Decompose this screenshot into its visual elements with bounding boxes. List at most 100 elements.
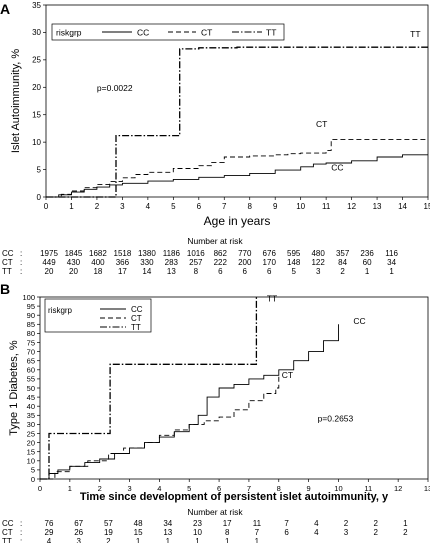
a-risk-value: 236 [360, 249, 374, 258]
a-risk-row-label: CC [2, 249, 14, 258]
b-risk-value: 76 [45, 519, 54, 528]
b-risk-value: 1 [136, 537, 141, 543]
b-risk-value: 1 [255, 537, 260, 543]
a-risk-value: 116 [385, 249, 398, 258]
a-risk-value: 595 [287, 249, 301, 258]
b-risk-value: 2 [373, 519, 378, 528]
a-x-tick-label: 12 [347, 202, 356, 211]
b-y-tick-label: 100 [22, 293, 35, 302]
b-annotation: CC [353, 316, 365, 326]
panel-b-legend-cc: CC [131, 305, 143, 314]
a-y-tick-label: 5 [37, 165, 42, 174]
a-risk-value: 1 [389, 267, 394, 276]
a-x-tick-label: 9 [273, 202, 278, 211]
a-x-tick-label: 10 [296, 202, 305, 211]
b-y-tick-label: 10 [27, 457, 35, 466]
panel-a-annotations: p=0.0022 TT CT CC [97, 29, 421, 173]
a-annotation: TT [410, 29, 420, 39]
a-risk-value: 357 [336, 249, 350, 258]
b-x-tick-label: 7 [247, 484, 251, 493]
a-risk-value: 770 [238, 249, 252, 258]
a-x-tick-label: 14 [398, 202, 407, 211]
b-risk-row-sep: : [20, 537, 22, 543]
a-x-tick-label: 1 [69, 202, 74, 211]
b-y-tick-label: 5 [31, 466, 35, 475]
b-risk-row-sep: : [20, 519, 22, 528]
panel-a-plot-frame [45, 4, 429, 198]
panel-a-legend-tt: TT [266, 28, 276, 38]
a-x-tick-label: 0 [44, 202, 49, 211]
a-series-cc [46, 154, 428, 198]
b-risk-value: 4 [47, 537, 52, 543]
b-risk-value: 1 [225, 537, 230, 543]
a-risk-value: 3 [316, 267, 321, 276]
b-y-tick-label: 50 [27, 384, 35, 393]
a-x-tick-label: 13 [373, 202, 382, 211]
panel-a-x-label: Age in years [204, 214, 271, 228]
b-risk-value: 4 [314, 519, 319, 528]
b-x-tick-label: 12 [394, 484, 402, 493]
b-risk-value: 4 [314, 528, 319, 537]
a-risk-row-sep: : [20, 258, 22, 267]
b-risk-value: 2 [344, 519, 349, 528]
b-annotation: CT [282, 370, 293, 380]
a-risk-value: 1518 [114, 249, 132, 258]
a-risk-value: 222 [214, 258, 228, 267]
b-y-tick-label: 15 [27, 448, 35, 457]
panel-b-y-label: Type 1 Diabetes, % [8, 340, 20, 436]
panel-a-legend-title: riskgrp [56, 28, 82, 38]
panel-a-y-axis: 0 5 10 15 20 25 30 35 [32, 1, 46, 202]
b-y-tick-label: 80 [27, 329, 35, 338]
panel-a-risk-rows: CC:1975 1845 1682 1518 1380 1186 1016 862 770 676… [2, 249, 399, 276]
b-x-tick-label: 2 [98, 484, 102, 493]
a-x-tick-label: 5 [171, 202, 176, 211]
a-y-tick-label: 10 [32, 138, 41, 147]
panel-a-legend-cc: CC [137, 28, 149, 38]
b-x-tick-label: 13 [424, 484, 430, 493]
a-risk-value: 2 [340, 267, 345, 276]
a-risk-value: 17 [118, 267, 127, 276]
b-y-tick-label: 35 [27, 411, 35, 420]
a-risk-value: 148 [287, 258, 301, 267]
panel-a-risk-table: Number at risk CC:1975 1845 1682 1518 1380 11… [2, 236, 399, 276]
a-annotation: CT [316, 119, 327, 129]
b-series-ct [40, 375, 280, 480]
a-risk-value: 480 [311, 249, 325, 258]
b-x-tick-label: 3 [127, 484, 131, 493]
b-y-tick-label: 30 [27, 420, 35, 429]
a-x-tick-label: 3 [120, 202, 125, 211]
panel-a-series [46, 46, 428, 198]
panel-b-annotations: p=0.2653 TT CC CT [267, 294, 366, 424]
a-risk-value: 1845 [65, 249, 83, 258]
a-series-tt [46, 46, 428, 198]
a-x-tick-label: 11 [322, 202, 331, 211]
a-y-tick-label: 15 [32, 111, 41, 120]
a-risk-value: 366 [116, 258, 130, 267]
a-x-tick-label: 7 [222, 202, 227, 211]
b-risk-value: 34 [163, 519, 172, 528]
panel-b-legend-tt: TT [131, 323, 141, 332]
b-risk-row-label: CC [2, 519, 14, 528]
b-y-tick-label: 45 [27, 393, 35, 402]
b-risk-row-sep: : [20, 528, 22, 537]
b-annotation: p=0.2653 [318, 414, 354, 424]
b-risk-value: 57 [104, 519, 113, 528]
a-risk-row-label: TT [2, 267, 12, 276]
panel-b-legend-box [44, 298, 152, 333]
panel-b-series [40, 297, 339, 480]
a-risk-value: 1 [365, 267, 370, 276]
a-risk-value: 1186 [163, 249, 181, 258]
a-x-tick-label: 6 [197, 202, 202, 211]
a-risk-value: 430 [67, 258, 81, 267]
b-series-cc [40, 324, 339, 480]
b-risk-row-label: TT [2, 537, 12, 543]
a-risk-row-sep: : [20, 249, 22, 258]
b-risk-value: 8 [225, 528, 230, 537]
b-risk-value: 13 [163, 528, 172, 537]
b-risk-row-label: CT [2, 528, 13, 537]
a-risk-value: 200 [238, 258, 252, 267]
b-risk-value: 17 [223, 519, 232, 528]
b-risk-value: 15 [134, 528, 143, 537]
b-risk-value: 1 [166, 537, 171, 543]
a-risk-row-sep: : [20, 267, 22, 276]
